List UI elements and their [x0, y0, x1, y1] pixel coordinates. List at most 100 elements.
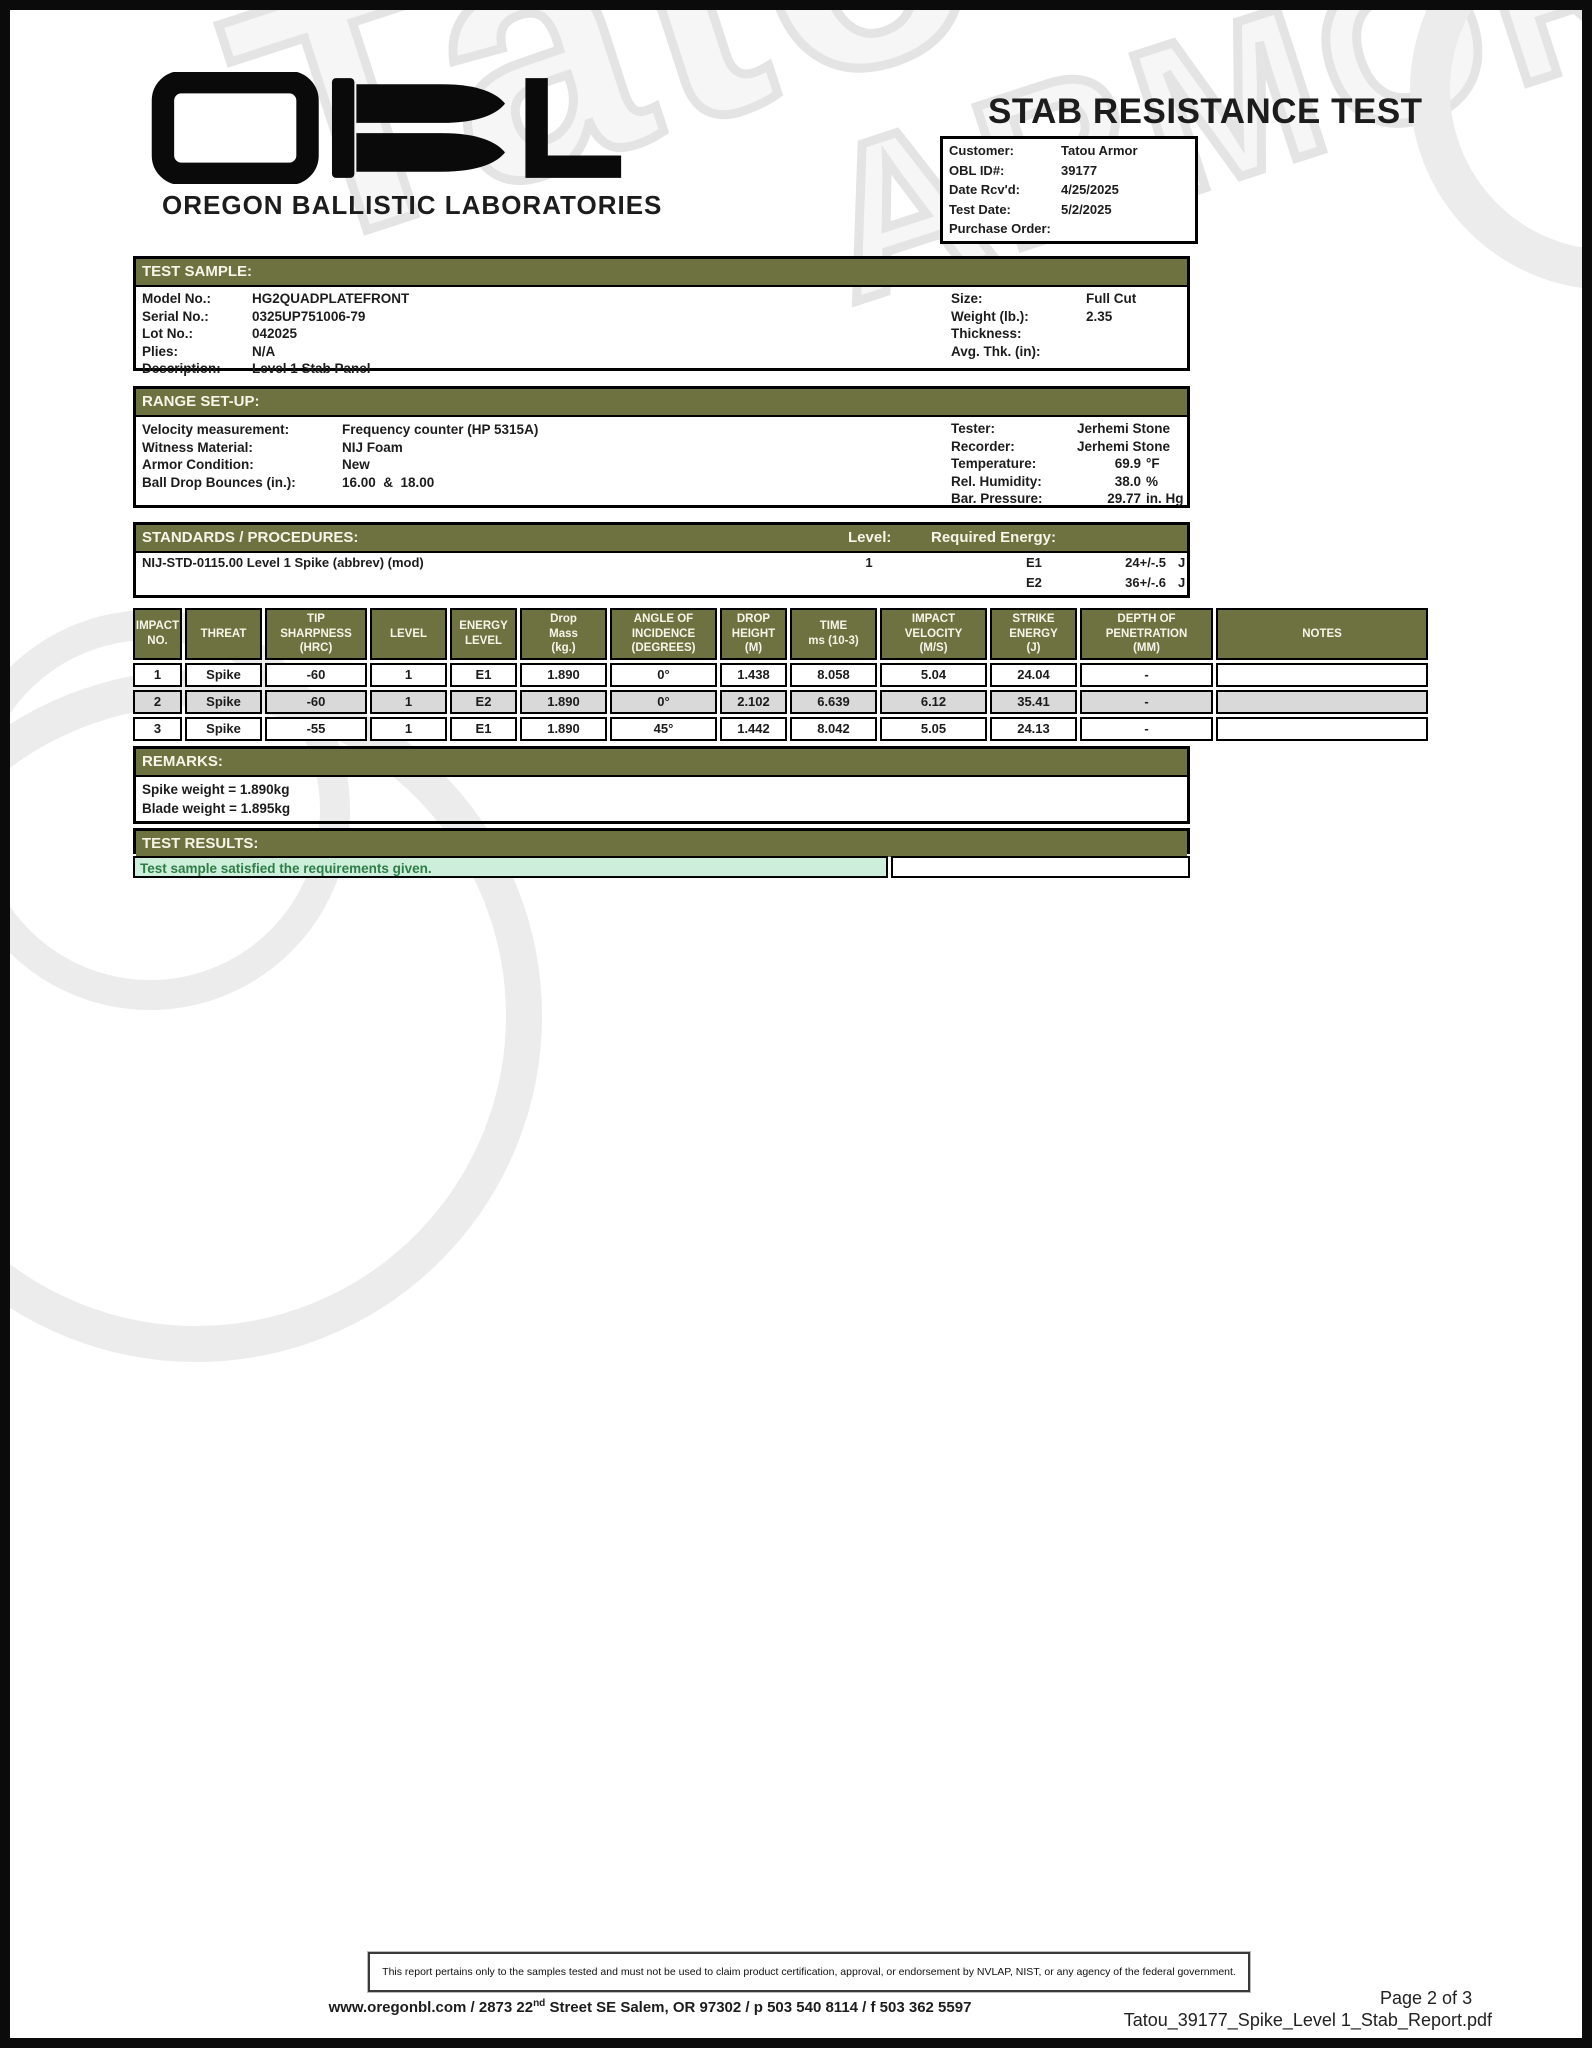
field-value: 042025: [252, 326, 298, 341]
field-label: Serial No.:: [142, 308, 209, 324]
customer-info-box: Customer: Tatou Armor OBL ID#: 39177 Date …: [940, 136, 1198, 244]
table-cell: 1: [370, 717, 447, 741]
info-value: 39177: [1061, 162, 1098, 178]
table-cell: 1.890: [520, 717, 607, 741]
standard-name: NIJ-STD-0115.00 Level 1 Spike (abbrev) (…: [142, 555, 424, 570]
table-cell: [1216, 663, 1428, 687]
field-value: 38.0: [1114, 473, 1141, 489]
field-value: N/A: [252, 343, 276, 359]
info-row: Date Rcv'd: 4/25/2025: [943, 180, 1195, 200]
column-header: LEVEL: [370, 608, 447, 660]
field-label: Avg. Thk. (in):: [951, 343, 1041, 359]
table-cell: 5.04: [880, 663, 987, 687]
watermark-corner-shape: [1410, 10, 1582, 290]
field-label: Weight (lb.):: [951, 308, 1029, 324]
range-setup-header: RANGE SET-UP:: [136, 389, 1187, 417]
disclaimer-box: This report pertains only to the samples…: [368, 1952, 1250, 1992]
field-value: 29.77: [1107, 491, 1141, 506]
table-cell: 1: [133, 663, 182, 687]
pdf-filename: Tatou_39177_Spike_Level 1_Stab_Report.pd…: [1123, 2010, 1492, 2030]
test-sample-section: TEST SAMPLE: Model No.: HG2QUADPLATEFRONT…: [133, 256, 1190, 376]
column-header: IMPACT NO.: [133, 608, 182, 660]
table-cell: -: [1080, 663, 1213, 687]
standards-header: STANDARDS / PROCEDURES: Level: Required …: [136, 525, 1187, 553]
energy-unit: J: [1178, 555, 1186, 570]
table-cell: 0°: [610, 690, 717, 714]
info-label: Date Rcv'd:: [949, 182, 1020, 197]
info-value: 5/2/2025: [1061, 201, 1112, 217]
table-cell: E1: [450, 663, 517, 687]
info-row: Purchase Order:: [943, 219, 1195, 239]
table-cell: 1.438: [720, 663, 787, 687]
table-cell: 1: [370, 663, 447, 687]
info-label: Purchase Order:: [949, 221, 1051, 236]
table-cell: 2.102: [720, 690, 787, 714]
table-cell: -60: [265, 663, 367, 687]
table-cell: 45°: [610, 717, 717, 741]
test-results-section: TEST RESULTS:: [133, 828, 1190, 857]
info-label: Test Date:: [949, 201, 1011, 217]
table-cell: 8.042: [790, 717, 877, 741]
table-cell: 1.442: [720, 717, 787, 741]
field-label: Description:: [142, 361, 221, 376]
field-label: Plies:: [142, 343, 179, 359]
field-value: New: [342, 457, 370, 472]
info-row: Test Date: 5/2/2025: [943, 200, 1195, 220]
field-label: Model No.:: [142, 291, 211, 306]
table-cell: 24.13: [990, 717, 1077, 741]
field-value: 16.00 & 18.00: [342, 474, 435, 490]
field-label: Velocity measurement:: [142, 422, 290, 437]
lab-name: OREGON BALLISTIC LABORATORIES: [162, 190, 663, 220]
energy-key: E1: [1026, 555, 1042, 570]
info-value: 4/25/2025: [1061, 182, 1119, 197]
table-cell: 8.058: [790, 663, 877, 687]
test-sample-header: TEST SAMPLE:: [136, 259, 1187, 287]
table-cell: 35.41: [990, 690, 1077, 714]
table-cell: E2: [450, 690, 517, 714]
table-cell: Spike: [185, 663, 262, 687]
column-header: ANGLE OF INCIDENCE (DEGREES): [610, 608, 717, 660]
table-cell: 5.05: [880, 717, 987, 741]
table-cell: -: [1080, 690, 1213, 714]
page-number: Page 2 of 3: [1380, 1988, 1473, 2008]
column-header: NOTES: [1216, 608, 1428, 660]
table-cell: 0°: [610, 663, 717, 687]
column-header: TIME ms (10-3): [790, 608, 877, 660]
impact-table: IMPACT NO. THREAT TIP SHARPNESS (HRC) LE…: [133, 608, 1428, 741]
info-label: OBL ID#:: [949, 162, 1005, 178]
level-value: 1: [865, 555, 873, 570]
standards-section: STANDARDS / PROCEDURES: Level: Required …: [133, 522, 1190, 598]
field-value: NIJ Foam: [342, 439, 403, 455]
field-value: Jerhemi Stone: [1077, 421, 1171, 436]
energy-key: E2: [1026, 575, 1042, 590]
table-cell: 2: [133, 690, 182, 714]
energy-value: 36+/-.6: [1125, 575, 1166, 590]
column-header: Drop Mass (kg.): [520, 608, 607, 660]
column-header: STRIKE ENERGY (J): [990, 608, 1077, 660]
energy-unit: J: [1178, 575, 1186, 590]
field-label: Size:: [951, 291, 983, 306]
required-energy-label: Required Energy:: [931, 529, 1057, 546]
obl-logo: [151, 72, 622, 184]
standards-row: E2 36+/-.6 J: [136, 573, 1187, 593]
field-value: HG2QUADPLATEFRONT: [252, 291, 410, 306]
test-result-empty-cell: [891, 856, 1190, 878]
table-cell: -60: [265, 690, 367, 714]
table-cell: E1: [450, 717, 517, 741]
field-label: Recorder:: [951, 438, 1015, 454]
field-label: Bar. Pressure:: [951, 491, 1043, 506]
remarks-header: REMARKS:: [136, 749, 1187, 777]
table-cell: -55: [265, 717, 367, 741]
table-cell: -: [1080, 717, 1213, 741]
field-value: Jerhemi Stone: [1077, 438, 1171, 454]
range-setup-section: RANGE SET-UP: Velocity measurement: Frequ…: [133, 386, 1190, 508]
table-cell: 3: [133, 717, 182, 741]
field-label: Witness Material:: [142, 439, 253, 455]
table-cell: Spike: [185, 717, 262, 741]
lab-address: www.oregonbl.com / 2873 22nd Street SE S…: [328, 1998, 972, 2016]
field-label: Rel. Humidity:: [951, 473, 1042, 489]
field-label: Temperature:: [951, 456, 1037, 471]
table-cell: 1.890: [520, 690, 607, 714]
test-result-row: Test sample satisfied the requirements g…: [133, 856, 1190, 878]
column-header: IMPACT VELOCITY (M/S): [880, 608, 987, 660]
